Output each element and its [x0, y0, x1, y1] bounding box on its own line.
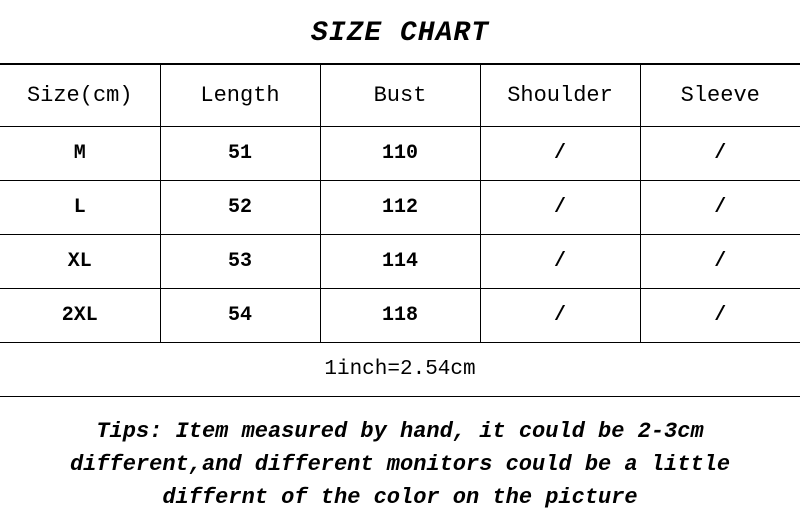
- header-sleeve: Sleeve: [640, 64, 800, 126]
- cell-shoulder: /: [480, 126, 640, 180]
- cell-size: XL: [0, 234, 160, 288]
- table-row: L 52 112 / /: [0, 180, 800, 234]
- cell-length: 52: [160, 180, 320, 234]
- conversion-text: 1inch=2.54cm: [0, 342, 800, 396]
- tips-row: Tips: Item measured by hand, it could be…: [0, 396, 800, 532]
- cell-bust: 112: [320, 180, 480, 234]
- chart-title: SIZE CHART: [0, 0, 800, 63]
- cell-length: 54: [160, 288, 320, 342]
- header-shoulder: Shoulder: [480, 64, 640, 126]
- table-row: XL 53 114 / /: [0, 234, 800, 288]
- cell-shoulder: /: [480, 234, 640, 288]
- cell-sleeve: /: [640, 288, 800, 342]
- cell-size: 2XL: [0, 288, 160, 342]
- cell-shoulder: /: [480, 180, 640, 234]
- cell-length: 51: [160, 126, 320, 180]
- header-bust: Bust: [320, 64, 480, 126]
- size-chart-table-container: Size(cm) Length Bust Shoulder Sleeve M 5…: [0, 63, 800, 532]
- cell-sleeve: /: [640, 126, 800, 180]
- size-chart-table: Size(cm) Length Bust Shoulder Sleeve M 5…: [0, 63, 800, 532]
- cell-size: L: [0, 180, 160, 234]
- tips-text: Tips: Item measured by hand, it could be…: [0, 396, 800, 532]
- cell-bust: 114: [320, 234, 480, 288]
- cell-sleeve: /: [640, 180, 800, 234]
- header-size: Size(cm): [0, 64, 160, 126]
- cell-bust: 118: [320, 288, 480, 342]
- table-row: M 51 110 / /: [0, 126, 800, 180]
- conversion-row: 1inch=2.54cm: [0, 342, 800, 396]
- cell-sleeve: /: [640, 234, 800, 288]
- cell-size: M: [0, 126, 160, 180]
- cell-length: 53: [160, 234, 320, 288]
- cell-bust: 110: [320, 126, 480, 180]
- table-row: 2XL 54 118 / /: [0, 288, 800, 342]
- header-row: Size(cm) Length Bust Shoulder Sleeve: [0, 64, 800, 126]
- cell-shoulder: /: [480, 288, 640, 342]
- header-length: Length: [160, 64, 320, 126]
